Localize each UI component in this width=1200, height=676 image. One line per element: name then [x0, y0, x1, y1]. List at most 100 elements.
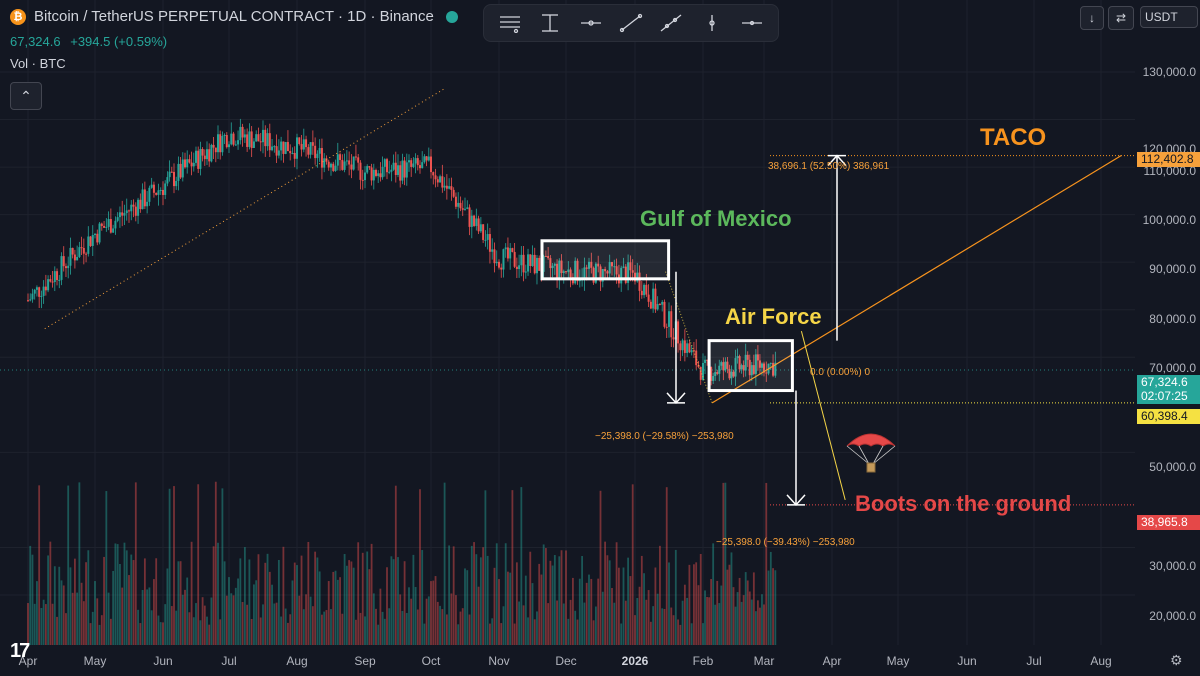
- volume-bar: [590, 578, 593, 645]
- trend-line-icon[interactable]: [617, 9, 645, 37]
- price-axis-label: 90,000.0: [1149, 262, 1196, 276]
- candle-body: [695, 350, 698, 366]
- candle-body: [690, 350, 693, 353]
- candle-body: [271, 146, 274, 151]
- time-axis-label: Jul: [1026, 654, 1042, 668]
- candle-body: [427, 156, 430, 161]
- horizontal-lines-icon[interactable]: [496, 9, 524, 37]
- candle-body: [225, 135, 228, 148]
- candle-body: [732, 371, 735, 377]
- candle-body: [305, 139, 308, 148]
- symbol-header[interactable]: ₿ Bitcoin / TetherUS PERPETUAL CONTRACT …: [10, 8, 458, 25]
- candle-body: [123, 213, 126, 216]
- volume-bar: [170, 606, 173, 645]
- volume-bar: [390, 556, 393, 645]
- price-axis-label: 110,000.0: [1143, 164, 1197, 178]
- candle-body: [502, 249, 505, 270]
- candle-body: [661, 301, 664, 305]
- volume-bar: [348, 560, 351, 645]
- candle-body: [268, 133, 271, 151]
- candle-body: [681, 340, 684, 351]
- volume-bar: [325, 610, 328, 645]
- volume-bar: [718, 603, 721, 645]
- candle-body: [273, 146, 276, 148]
- volume-bar: [475, 554, 478, 645]
- volume-bar: [345, 565, 348, 645]
- horizontal-ray-icon[interactable]: [577, 9, 605, 37]
- candle-body: [425, 156, 428, 161]
- collapse-button[interactable]: ⌃: [10, 82, 42, 110]
- volume-bar: [132, 560, 135, 645]
- volume-bar: [217, 542, 219, 645]
- candle-body: [201, 148, 204, 156]
- candle-body: [361, 179, 364, 181]
- volume-bar: [693, 564, 695, 645]
- volume-bar: [759, 607, 761, 645]
- candle-body: [547, 255, 550, 259]
- candle-body: [434, 175, 437, 180]
- candle-body: [241, 126, 244, 138]
- vertical-line-icon[interactable]: [698, 9, 726, 37]
- volume-bar: [168, 488, 171, 645]
- volume-bar: [89, 623, 92, 645]
- volume-bar: [656, 593, 659, 645]
- candle-body: [588, 261, 590, 269]
- volume-bar: [461, 608, 464, 645]
- candle-body: [511, 248, 514, 252]
- candle-body: [718, 365, 721, 374]
- volume-bar: [728, 564, 731, 645]
- candle-body: [527, 254, 530, 272]
- volume-bar: [754, 611, 757, 645]
- volume-bar: [361, 552, 364, 645]
- candle-body: [309, 142, 312, 155]
- volume-bar: [339, 577, 341, 645]
- time-axis-label: Aug: [1090, 654, 1112, 668]
- volume-bar: [661, 608, 664, 645]
- gear-icon[interactable]: ⚙: [1170, 652, 1183, 668]
- candle-body: [105, 226, 108, 228]
- price-axis-label: 70,000.0: [1149, 361, 1196, 375]
- volume-bar: [533, 619, 536, 645]
- candle-body: [246, 134, 249, 147]
- extended-line-icon[interactable]: [657, 9, 685, 37]
- volume-bar: [452, 546, 455, 645]
- volume-bar: [434, 576, 437, 645]
- volume-bar: [262, 604, 264, 645]
- volume-bar: [60, 580, 63, 645]
- candle-body: [656, 304, 659, 310]
- volume-bar: [742, 595, 745, 645]
- air-force-trend-line: [800, 330, 846, 501]
- candle-body: [452, 189, 455, 197]
- volume-bar: [350, 561, 353, 645]
- volume-bar: [179, 561, 182, 645]
- horizontal-line-icon[interactable]: [738, 9, 766, 37]
- volume-bar: [87, 550, 90, 645]
- candle-body: [640, 290, 643, 296]
- volume-bar: [536, 611, 538, 645]
- volume-bar: [495, 543, 498, 645]
- chevron-up-icon: ⌃: [20, 87, 32, 104]
- download-button[interactable]: ↓: [1080, 6, 1104, 30]
- volume-bar: [560, 550, 563, 645]
- volume-bar: [513, 623, 516, 645]
- vertical-anchor-icon[interactable]: [536, 9, 564, 37]
- candle-body: [116, 217, 119, 221]
- candle-body: [155, 192, 158, 195]
- volume-bar: [372, 593, 375, 645]
- volume-bar: [116, 544, 119, 645]
- volume-bar: [592, 620, 595, 645]
- candle-body: [103, 225, 106, 228]
- candle-body: [252, 141, 255, 148]
- volume-bar: [201, 597, 204, 645]
- currency-select[interactable]: USDT: [1140, 6, 1198, 28]
- candle-body: [665, 326, 668, 328]
- volume-bar: [712, 543, 715, 645]
- target-price-tag: 112,402.8: [1137, 152, 1200, 167]
- swap-button[interactable]: ⇄: [1108, 6, 1134, 30]
- measure-down1-label: −25,398.0 (−29.58%) −253,980: [595, 431, 734, 442]
- volume-bar: [457, 624, 460, 645]
- candle-body: [553, 263, 556, 266]
- candle-body: [339, 154, 342, 160]
- volume-bar: [69, 567, 72, 645]
